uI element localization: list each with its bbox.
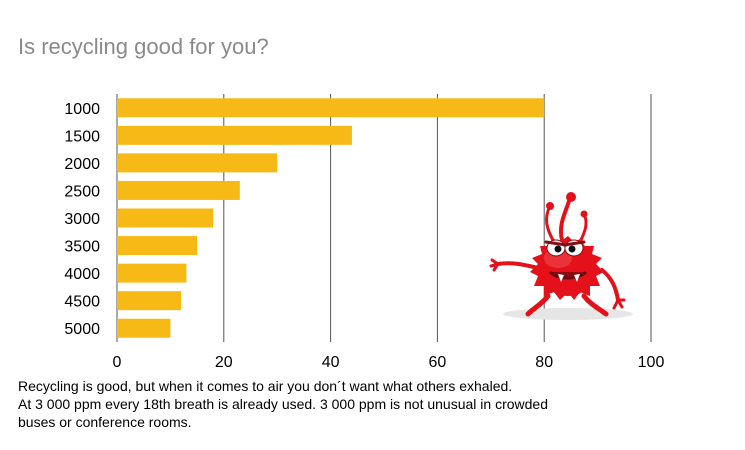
category-label: 2000 [64, 156, 100, 173]
bar [117, 263, 187, 283]
caption: Recycling is good, but when it comes to … [18, 377, 658, 431]
caption-line: Recycling is good, but when it comes to … [18, 378, 513, 394]
x-tick-label: 0 [113, 354, 122, 371]
bar [117, 98, 545, 118]
bar [117, 125, 352, 145]
bar [117, 318, 171, 338]
x-tick-label: 20 [215, 354, 233, 371]
caption-line: At 3 000 ppm every 18th breath is alread… [18, 396, 548, 412]
caption-line: buses or conference rooms. [18, 414, 192, 430]
x-tick-label: 60 [429, 354, 447, 371]
category-labels: 1000 1500 2000 2500 3000 3500 4000 4500 5000 [64, 101, 100, 338]
category-label: 3000 [64, 211, 100, 228]
category-label: 3500 [64, 239, 100, 256]
category-label: 1500 [64, 128, 100, 145]
category-label: 2500 [64, 183, 100, 200]
category-label: 5000 [64, 321, 100, 338]
bar [117, 291, 182, 311]
red-germ-monster-icon [489, 192, 633, 320]
bar-chart: 1000 1500 2000 2500 3000 3500 4000 4500 5000 0 20… [64, 94, 665, 371]
x-tick-label: 40 [322, 354, 340, 371]
bar [117, 236, 198, 256]
bar [117, 180, 240, 200]
x-tick-labels: 0 20 40 60 80 100 [113, 354, 665, 371]
x-tick-label: 100 [638, 354, 665, 371]
chart-title: Is recycling good for you? [18, 34, 269, 59]
category-label: 1000 [64, 101, 100, 118]
category-label: 4500 [64, 294, 100, 311]
category-label: 4000 [64, 266, 100, 283]
x-tick-label: 80 [535, 354, 553, 371]
bar [117, 153, 278, 173]
bar [117, 208, 214, 228]
bars [117, 98, 545, 338]
